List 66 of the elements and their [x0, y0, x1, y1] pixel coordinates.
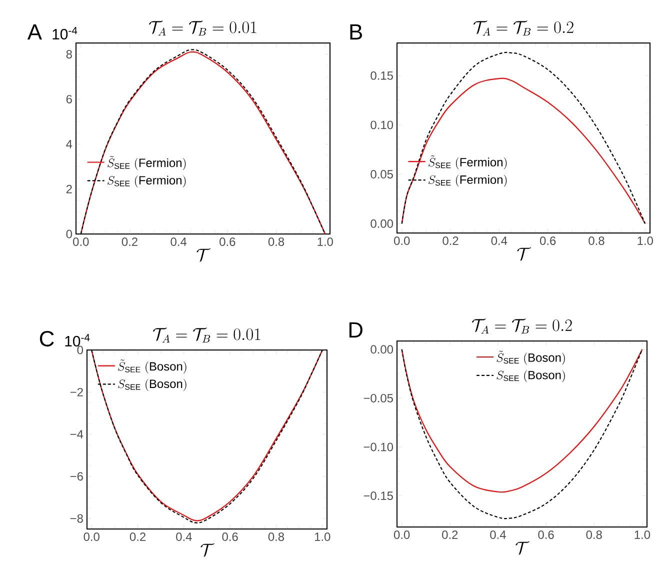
legend-label: $\tilde{S}_{\mathrm{SEE}}\ \mathrm{(Boson)}$: [496, 350, 565, 365]
y-tick-label: 0.15: [370, 71, 393, 80]
x-axis-title: $\mathcal{T}$: [517, 247, 531, 261]
x-tick-label: 0.6: [222, 532, 238, 541]
x-tick-label: 0.2: [442, 236, 458, 245]
x-tick-label: 0.2: [122, 238, 138, 246]
y-tick-label: 0: [77, 346, 84, 354]
x-tick-label: 0.2: [442, 530, 458, 539]
y-tick-label: −0.15: [364, 492, 393, 500]
x-tick-label: 1.0: [318, 238, 333, 246]
x-tick-label: 0.4: [491, 236, 508, 245]
x-tick-label: 0.4: [176, 532, 192, 541]
x-tick-label: 0.0: [84, 532, 100, 541]
y-tick-label: 0.10: [370, 120, 394, 130]
x-tick-label: 0.8: [588, 236, 604, 245]
x-axis-title: $\mathcal{T}$: [196, 248, 210, 262]
x-tick-label: 0.6: [540, 236, 556, 245]
chart-title: $\mathcal{T}_A = \mathcal{T}_B = 0.2$: [472, 318, 572, 334]
chart-title: $\mathcal{T}_A = \mathcal{T}_B = 0.01$: [153, 328, 260, 342]
text: 10$^{-4}$: [65, 334, 90, 346]
y-tick-label: 2: [66, 184, 72, 194]
y-tick-label: 0.00: [370, 219, 394, 228]
x-tick-label: 1.0: [634, 530, 650, 539]
y-tick-label: −2: [70, 388, 83, 396]
x-tick-label: 0.8: [268, 238, 284, 246]
text: A: [27, 24, 42, 40]
text: D: [349, 322, 362, 338]
x-axis-title: $\mathcal{T}$: [200, 543, 214, 557]
text: C: [40, 330, 54, 346]
legend-label: $S_{\mathrm{SEE}}\ \mathrm{(Boson)}$: [118, 378, 186, 391]
x-tick-label: 0.8: [586, 530, 602, 539]
x-axis-title: $\mathcal{T}$: [516, 541, 530, 555]
text: 10$^{-4}$: [52, 26, 78, 40]
line-series: [401, 348, 643, 493]
y-tick-label: −4: [70, 430, 84, 438]
y-tick-label: −8: [70, 514, 83, 523]
y-tick-label: 4: [66, 140, 72, 148]
y-tick-label: 0.05: [370, 170, 393, 178]
x-tick-label: 1.0: [638, 236, 653, 245]
chart-title: $\mathcal{T}_A = \mathcal{T}_B = 0.2$: [474, 20, 574, 36]
x-tick-label: 0.0: [73, 238, 89, 246]
legend-label: $\tilde{S}_{\mathrm{SEE}}\ \mathrm{(Boson)}$: [118, 360, 186, 374]
legend-label: $\tilde{S}_{\mathrm{SEE}}\ \mathrm{(Fermion)}$: [428, 155, 507, 170]
y-tick-label: −6: [70, 472, 83, 481]
chart-title: $\mathcal{T}_A = \mathcal{T}_B = 0.01$: [149, 20, 256, 36]
x-tick-label: 0.0: [394, 236, 410, 245]
x-tick-label: 1.0: [314, 532, 330, 541]
x-tick-label: 0.4: [490, 530, 506, 539]
text: B: [350, 24, 362, 40]
y-tick-label: 0: [66, 230, 72, 238]
legend-label: $S_{\mathrm{SEE}}\ \mathrm{(Fermion)}$: [108, 175, 186, 188]
x-tick-label: 0.8: [268, 532, 284, 541]
x-tick-label: 0.4: [170, 238, 187, 246]
x-tick-label: 0.6: [220, 238, 236, 246]
y-tick-label: 6: [66, 94, 72, 104]
y-tick-label: 8: [66, 50, 72, 58]
x-tick-label: 0.2: [130, 532, 146, 541]
line-series: [401, 348, 643, 520]
x-tick-label: 0.6: [538, 530, 554, 539]
legend-label: $S_{\mathrm{SEE}}\ \mathrm{(Boson)}$: [496, 370, 565, 382]
legend-label: $\tilde{S}_{\mathrm{SEE}}\ \mathrm{(Fermion)}$: [108, 156, 186, 170]
x-tick-label: 0.0: [394, 530, 410, 539]
y-tick-label: −0.10: [364, 442, 394, 452]
y-tick-label: −0.05: [364, 394, 393, 402]
y-tick-label: 0.00: [370, 345, 394, 354]
legend-label: $S_{\mathrm{SEE}}\ \mathrm{(Fermion)}$: [428, 174, 507, 187]
